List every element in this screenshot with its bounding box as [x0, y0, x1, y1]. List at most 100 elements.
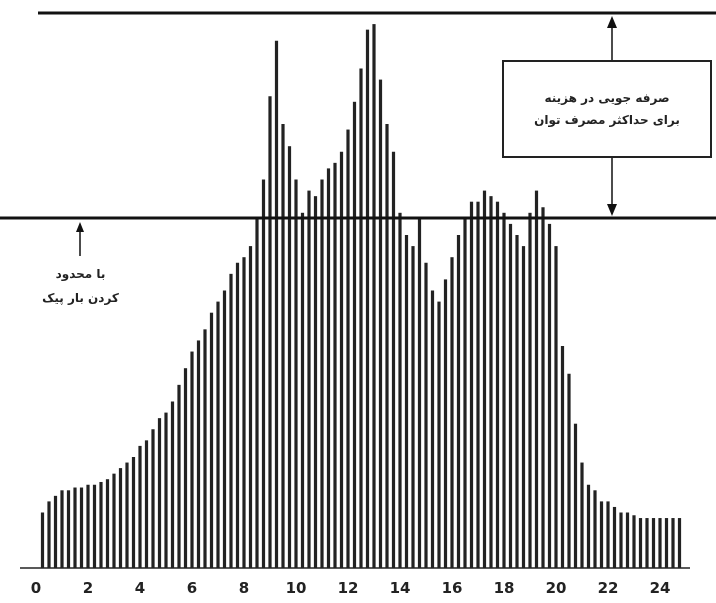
x-tick-label: 0	[31, 579, 41, 597]
x-tick-label: 24	[650, 579, 671, 597]
bar	[313, 196, 318, 568]
x-tick-label: 12	[338, 579, 359, 597]
bar	[53, 495, 58, 568]
bar	[508, 223, 513, 568]
x-tick-label: 6	[187, 579, 197, 597]
bar	[261, 179, 266, 568]
bar	[489, 196, 493, 568]
arrow-head-up	[607, 16, 617, 28]
bar	[528, 212, 532, 569]
bars-group	[40, 24, 682, 569]
x-tick-label: 16	[442, 579, 463, 597]
x-tick-label: 4	[135, 579, 145, 597]
bar	[469, 201, 474, 568]
bar	[417, 218, 422, 568]
bar	[307, 190, 311, 568]
bar	[151, 429, 155, 568]
bar	[411, 246, 415, 568]
bar	[66, 490, 71, 568]
bar	[651, 518, 656, 568]
x-tick-label: 10	[286, 579, 307, 597]
bar	[586, 484, 591, 568]
bar	[99, 481, 103, 568]
bar	[482, 190, 487, 568]
x-tick-labels: 0 2 4 6 8 10 12 14 16 18 20 22 24	[31, 579, 671, 597]
x-tick-label: 14	[390, 579, 411, 597]
bar	[664, 518, 669, 568]
bar	[183, 368, 188, 568]
bar	[404, 235, 409, 568]
bar	[352, 101, 357, 569]
bar	[567, 373, 571, 568]
peak-note-arrow-head	[76, 222, 84, 232]
bar	[463, 218, 467, 568]
bar	[112, 473, 116, 568]
bar	[456, 235, 461, 568]
bar	[638, 518, 643, 568]
bar	[281, 124, 285, 568]
bar	[118, 468, 123, 568]
bar	[47, 501, 51, 568]
bar	[274, 40, 279, 568]
bar	[248, 246, 253, 568]
x-tick-label: 8	[239, 579, 249, 597]
bar	[495, 201, 500, 568]
bar	[450, 257, 454, 568]
bar	[216, 301, 220, 568]
bar	[222, 290, 227, 568]
bar	[378, 79, 383, 568]
bar	[242, 257, 246, 568]
bar	[645, 518, 649, 568]
bar	[515, 235, 519, 568]
bar	[86, 484, 90, 568]
bar	[92, 484, 97, 568]
bar	[196, 340, 201, 568]
bar	[203, 329, 207, 568]
bar	[359, 68, 363, 568]
callout-line-2: برای حداکثر مصرف توان	[534, 113, 680, 127]
bar	[300, 212, 305, 569]
bar	[79, 487, 84, 568]
bar	[547, 223, 552, 568]
bar	[326, 168, 331, 568]
bar	[372, 24, 376, 569]
bar	[385, 124, 389, 568]
bar	[73, 487, 77, 568]
bar	[534, 190, 539, 568]
bar	[333, 162, 337, 568]
bar	[437, 301, 441, 568]
bar	[632, 515, 636, 568]
bar	[320, 179, 324, 568]
peak-note-line-2: کردن بار پیک	[42, 291, 119, 305]
bar	[209, 312, 214, 568]
bar	[612, 506, 617, 568]
bar	[125, 462, 129, 568]
bar	[255, 218, 259, 568]
bar	[138, 445, 142, 568]
bar	[398, 212, 402, 569]
bar	[541, 207, 545, 568]
bar	[235, 262, 240, 568]
bar	[443, 279, 448, 568]
bar	[554, 246, 558, 568]
peak-limit-note: با محدود کردن بار پیک	[18, 262, 143, 310]
bar	[365, 29, 370, 568]
bar	[177, 384, 181, 568]
x-tick-label: 2	[83, 579, 93, 597]
peak-note-line-1: با محدود	[55, 267, 106, 281]
bar	[560, 346, 565, 568]
x-tick-label: 22	[598, 579, 619, 597]
bar	[60, 490, 64, 568]
bar	[157, 418, 162, 568]
bar	[268, 96, 272, 568]
bar	[144, 440, 149, 568]
bar	[476, 201, 480, 568]
x-tick-label: 18	[494, 579, 515, 597]
bar	[625, 512, 630, 568]
bar	[606, 501, 610, 568]
cost-saving-callout: صرفه جویی در هزینه برای حداکثر مصرف توان	[502, 60, 712, 158]
bar	[619, 512, 623, 568]
bar	[580, 462, 584, 568]
bar	[677, 518, 682, 568]
